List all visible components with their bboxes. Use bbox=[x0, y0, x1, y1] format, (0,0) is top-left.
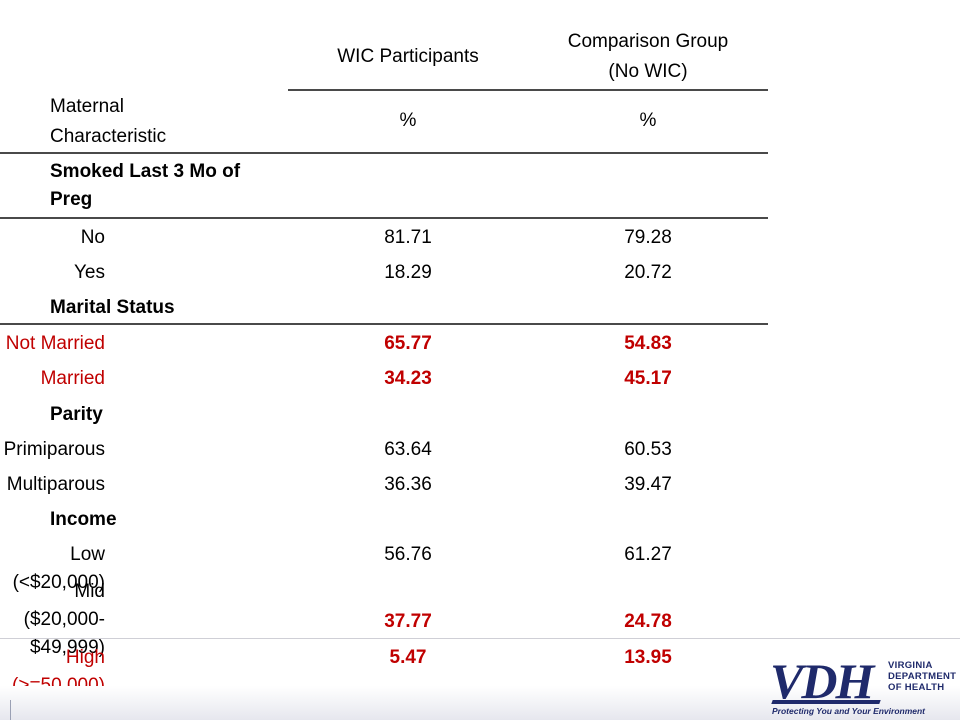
row-label: Mid ($20,000- $49,999) bbox=[0, 578, 105, 662]
section-rule-marital bbox=[0, 323, 768, 325]
vdh-logo-tagline: Protecting You and Your Environment bbox=[772, 706, 926, 716]
value-wic: 63.64 bbox=[384, 439, 432, 460]
value-comparison: 45.17 bbox=[624, 368, 672, 389]
row-label: No bbox=[80, 227, 105, 248]
value-wic: 37.77 bbox=[384, 611, 432, 632]
section-title: Smoked Last 3 Mo of Preg bbox=[50, 158, 285, 214]
vdh-logo-swoosh bbox=[771, 700, 881, 704]
row-label: Low (<$20,000) bbox=[12, 544, 105, 593]
row-label: Not Married bbox=[5, 333, 105, 354]
value-wic: 36.36 bbox=[384, 474, 432, 495]
value-comparison: 39.47 bbox=[624, 474, 672, 495]
section-title: Parity bbox=[50, 404, 103, 425]
value-comparison: 13.95 bbox=[624, 647, 672, 668]
footer-divider bbox=[0, 638, 960, 639]
row-header-line2: Characteristic bbox=[50, 126, 167, 147]
row-label-line2: $49,999) bbox=[29, 637, 105, 658]
vdh-logo: VDH VIRGINIA DEPARTMENT OF HEALTH Protec… bbox=[770, 653, 956, 716]
vdh-org-line3: OF HEALTH bbox=[888, 682, 945, 693]
value-comparison: 60.53 bbox=[624, 439, 672, 460]
value-comparison: 24.78 bbox=[624, 611, 672, 632]
unit-header-wic: % bbox=[399, 110, 417, 131]
row-label: Married bbox=[40, 368, 105, 389]
row-label: Yes bbox=[74, 262, 105, 283]
footer-tick bbox=[10, 700, 11, 720]
row-label: Multiparous bbox=[6, 474, 105, 495]
value-comparison: 20.72 bbox=[624, 262, 672, 283]
unit-header-comparison: % bbox=[639, 110, 657, 131]
header-rule-top bbox=[288, 89, 768, 91]
value-comparison: 79.28 bbox=[624, 227, 672, 248]
vdh-org-line2: DEPARTMENT bbox=[888, 671, 957, 682]
column-header-comparison-line2: (No WIC) bbox=[608, 61, 688, 82]
column-header-wic: WIC Participants bbox=[337, 46, 479, 67]
value-wic: 81.71 bbox=[384, 227, 432, 248]
section-title-line2: Preg bbox=[50, 189, 93, 210]
value-wic: 56.76 bbox=[384, 544, 432, 565]
header-rule-bottom bbox=[0, 152, 768, 154]
vdh-org-line1: VIRGINIA bbox=[888, 660, 933, 671]
vdh-logo-org-name: VIRGINIA DEPARTMENT OF HEALTH bbox=[888, 660, 958, 693]
section-rule-smoked bbox=[0, 217, 768, 219]
row-header-maternal-characteristic: Maternal Characteristic bbox=[50, 92, 285, 152]
row-header-line1: Maternal bbox=[50, 96, 124, 117]
column-header-comparison: Comparison Group (No WIC) bbox=[528, 27, 768, 87]
section-title: Income bbox=[50, 509, 117, 530]
row-label: Primiparous bbox=[3, 439, 105, 460]
section-title-line1: Smoked Last 3 Mo of bbox=[50, 161, 241, 182]
value-comparison: 54.83 bbox=[624, 333, 672, 354]
row-label-line1: Mid ($20,000- bbox=[23, 581, 105, 630]
value-wic: 18.29 bbox=[384, 262, 432, 283]
value-wic: 34.23 bbox=[384, 368, 432, 389]
vdh-logo-mark: VDH bbox=[770, 653, 874, 709]
value-wic: 5.47 bbox=[389, 647, 427, 668]
value-wic: 65.77 bbox=[384, 333, 432, 354]
value-comparison: 61.27 bbox=[624, 544, 672, 565]
section-title: Marital Status bbox=[50, 297, 175, 318]
column-header-comparison-line1: Comparison Group bbox=[567, 31, 729, 52]
